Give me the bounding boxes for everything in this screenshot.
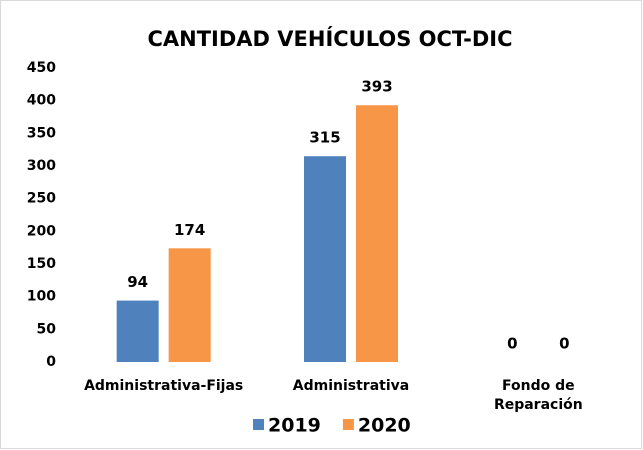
x-tick-label: Administrativa [293, 378, 409, 394]
y-tick-label: 0 [46, 354, 56, 370]
value-label: 174 [174, 221, 205, 239]
legend-swatch [342, 419, 354, 430]
bar [168, 248, 211, 362]
legend-entry: 2020 [358, 415, 411, 437]
value-label: 315 [309, 129, 340, 147]
y-tick-label: 450 [27, 60, 56, 76]
x-tick-label: Fondo de Reparación [494, 378, 583, 413]
y-tick-label: 300 [27, 158, 56, 174]
y-tick-label: 400 [27, 93, 56, 109]
y-tick-label: 200 [27, 223, 56, 239]
value-label: 393 [361, 78, 392, 96]
y-tick-label: 250 [27, 191, 56, 207]
y-tick-label: 150 [27, 256, 56, 272]
y-tick-label: 50 [37, 321, 57, 337]
value-label: 94 [127, 273, 148, 291]
value-label: 0 [507, 335, 517, 353]
legend-swatch [253, 419, 264, 430]
x-tick-label: Administrativa-Fijas [84, 378, 243, 394]
y-tick-label: 350 [27, 125, 56, 141]
legend-entry: 2019 [268, 415, 321, 437]
bar [356, 105, 398, 363]
bar [116, 300, 159, 362]
chart-title: CANTIDAD VEHÍCULOS OCT-DIC [147, 26, 512, 51]
bar [304, 156, 346, 362]
y-tick-label: 100 [27, 289, 56, 305]
value-label: 0 [559, 335, 569, 353]
